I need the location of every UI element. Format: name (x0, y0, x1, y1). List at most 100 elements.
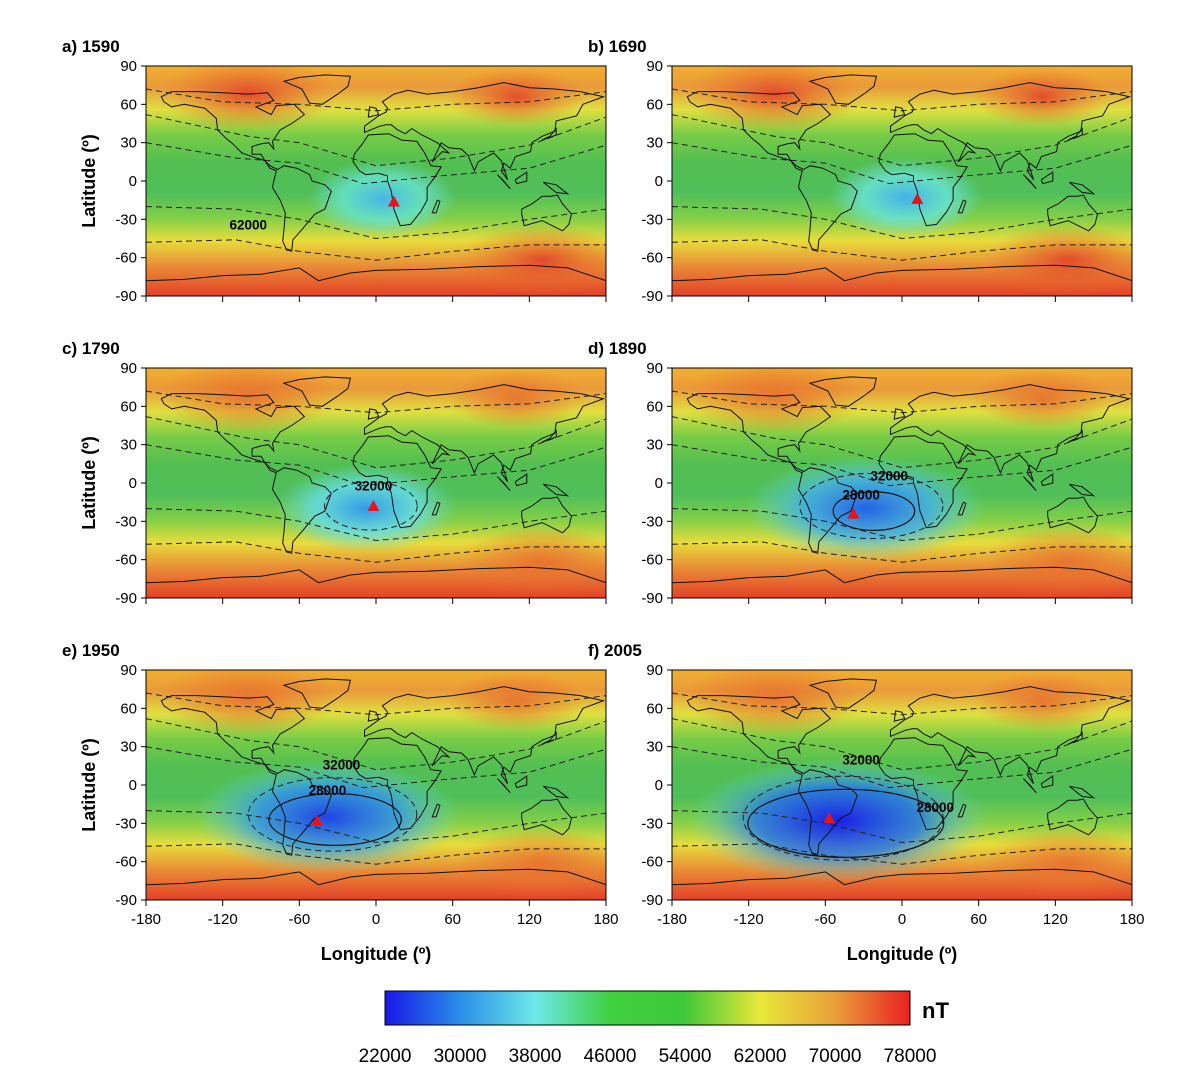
coastline (431, 199, 441, 214)
map-panel: b) 1690 90 60 30 0 -30 -60 -90 (588, 37, 1133, 305)
y-tick-label: -30 (641, 211, 663, 228)
high-intensity-lobe (446, 66, 587, 127)
coastline (1047, 496, 1099, 534)
x-tick-label: -120 (734, 911, 764, 928)
x-tick-label: 60 (970, 911, 987, 928)
coastline (686, 695, 858, 856)
dashed-contour (146, 114, 606, 167)
coastline (364, 82, 606, 180)
y-tick-label: -90 (115, 590, 137, 607)
high-intensity-lobe (684, 670, 865, 737)
coastline (1023, 476, 1037, 492)
contour-28000 (268, 793, 402, 846)
dashed-contour (146, 416, 606, 469)
y-tick-label: 90 (646, 58, 663, 75)
coastline (1047, 798, 1099, 836)
dashed-contour (672, 843, 1132, 865)
y-tick-label: -90 (641, 590, 663, 607)
high-intensity-lobe (983, 526, 1132, 598)
y-tick-label: -60 (115, 854, 137, 871)
coastline (808, 376, 878, 407)
coastline (521, 194, 573, 232)
dashed-contour (146, 692, 606, 716)
coastline (521, 798, 573, 836)
anomaly-marker (367, 500, 380, 511)
coastline (1040, 171, 1054, 185)
colorbar-tick-label: 46000 (584, 1046, 637, 1067)
contour-label: 32000 (870, 468, 908, 483)
dashed-contour (672, 88, 1132, 112)
y-tick-label: 90 (120, 58, 137, 75)
y-tick-label: 0 (129, 777, 137, 794)
map-field: 62000 (146, 66, 606, 296)
coastline (431, 501, 441, 516)
map-field: 32000 28000 (672, 670, 1132, 900)
coastline (282, 678, 352, 709)
y-tick-label: -30 (115, 211, 137, 228)
low-intensity-anomaly (274, 464, 457, 553)
x-tick-label: -60 (814, 911, 836, 928)
y-tick-label: -60 (115, 250, 137, 267)
coastline-antarctica (146, 264, 606, 282)
contour-label: 62000 (229, 218, 267, 233)
colorbar-tick-label: 38000 (509, 1046, 562, 1067)
map-panel: c) 1790 32000 90 60 30 0 -30 -60 -90 Latitude (º) (62, 339, 607, 607)
coastline (686, 393, 858, 554)
high-intensity-lobe (972, 670, 1113, 731)
y-tick-label: 60 (646, 398, 663, 415)
y-tick-label: -90 (641, 892, 663, 909)
y-tick-label: 30 (646, 739, 663, 756)
coastline (1040, 775, 1054, 789)
anomaly-marker (823, 812, 836, 824)
dashed-contour (672, 810, 1132, 844)
dashed-contour (146, 239, 606, 261)
dashed-contour (672, 114, 1132, 167)
dashed-contour (672, 508, 1132, 542)
y-tick-label: 30 (120, 135, 137, 152)
y-tick-label: 0 (655, 173, 663, 190)
map-panel: e) 1950 32000 28000 90 60 30 0 -30 -60 -90 -180 -12… (62, 641, 619, 964)
coastline-antarctica (672, 264, 1132, 282)
contour-label: 32000 (323, 758, 361, 773)
coastline (282, 74, 352, 105)
coastline (352, 737, 443, 831)
x-tick-label: -180 (657, 911, 687, 928)
contour-label: 28000 (916, 800, 954, 815)
colorbar-gradient (384, 990, 911, 1026)
coastline (521, 496, 573, 534)
dashed-contour (672, 444, 1132, 487)
coastline (1069, 785, 1096, 799)
y-tick-label: 30 (646, 135, 663, 152)
coastline (1067, 429, 1083, 443)
coastline (541, 127, 557, 141)
dashed-contour (146, 142, 606, 185)
contour-32000 (324, 481, 418, 531)
dashed-contour (146, 206, 606, 240)
y-tick-label: -90 (641, 288, 663, 305)
contour-label: 28000 (309, 783, 347, 798)
coastline (1069, 483, 1096, 497)
coastline (352, 435, 443, 529)
coastline-antarctica (672, 868, 1132, 886)
coastline-antarctica (146, 868, 606, 886)
low-intensity-anomaly (828, 157, 983, 238)
x-tick-label: 60 (444, 911, 461, 928)
high-intensity-lobe (684, 368, 865, 435)
x-tick-label: 180 (1119, 911, 1144, 928)
dashed-contour (146, 444, 606, 487)
anomaly-marker (387, 195, 400, 207)
high-intensity-lobe (158, 368, 339, 435)
colorbar-tick-label: 54000 (659, 1046, 712, 1067)
panel-title: d) 1890 (588, 339, 647, 358)
panel-title: c) 1790 (62, 339, 120, 358)
dashed-contour (672, 718, 1132, 771)
high-intensity-lobe (972, 368, 1113, 429)
dashed-contour (672, 390, 1132, 414)
colorbar-tick-label: 22000 (359, 1046, 412, 1067)
colorbar-tick-label: 30000 (434, 1046, 487, 1067)
dashed-contour (146, 508, 606, 542)
coastline (1023, 174, 1037, 190)
coastline (957, 199, 967, 214)
low-intensity-anomaly (308, 159, 456, 238)
